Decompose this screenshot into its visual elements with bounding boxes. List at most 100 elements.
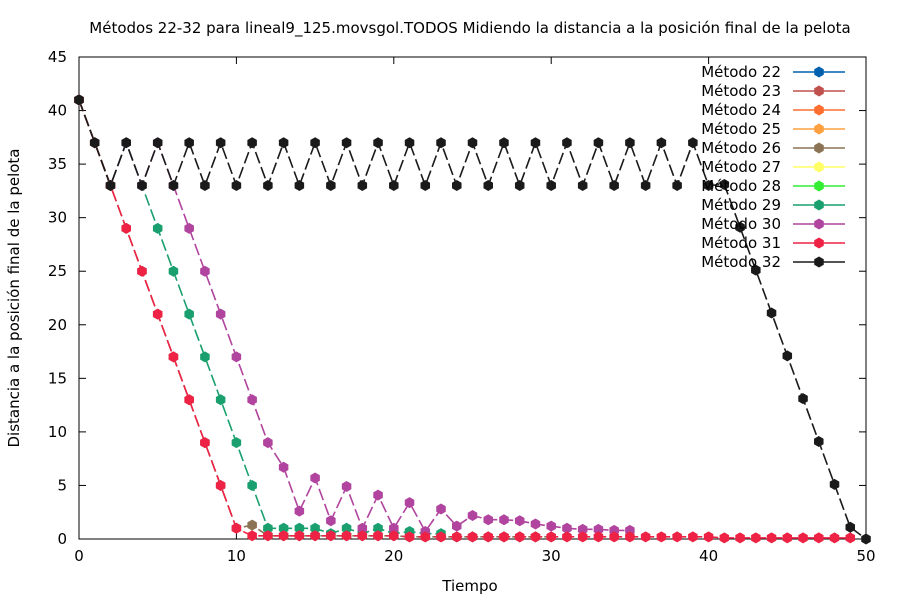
data-point [452,531,462,543]
legend-entry: Método 32 [701,253,845,271]
data-point [829,478,840,490]
y-tick-label: 10 [48,423,67,441]
data-point [467,531,478,543]
legend-entry: Método 25 [701,120,845,138]
data-point [184,137,194,149]
y-tick-label: 20 [48,316,67,334]
data-point [105,180,116,192]
legend-entry: Método 27 [701,158,845,176]
legend-entry: Método 29 [701,196,845,214]
data-point [137,265,147,277]
x-tick-label: 40 [699,547,718,565]
data-point [373,489,383,501]
data-point [735,221,745,233]
data-point [389,180,399,192]
chart-title: Métodos 22-32 para lineal9_125.movsgol.T… [89,19,850,38]
data-point [656,531,667,543]
legend-marker [814,199,824,211]
legend-entry: Método 30 [701,215,845,233]
data-point [341,481,352,493]
data-point [231,180,242,192]
data-point [798,532,808,544]
data-point [247,530,257,542]
series-m-todo-32-points [74,94,871,545]
y-tick-label: 40 [48,102,67,120]
data-point [215,394,226,406]
legend-label: Método 28 [701,177,781,195]
data-point [483,514,493,526]
y-tick-label: 45 [48,48,67,66]
data-point [782,350,793,362]
series-m-todo-31-line [78,99,851,539]
legend-label: Método 24 [701,101,781,119]
legend-marker [814,161,824,173]
data-point [656,137,667,149]
data-point [215,308,226,320]
data-point [310,472,320,484]
series-m-todo-29-points [74,94,446,540]
data-point [703,531,714,543]
legend-label: Método 27 [701,158,781,176]
data-point [577,180,588,192]
data-point [672,531,682,543]
y-tick-label: 35 [48,155,67,173]
legend-label: Método 26 [701,139,781,157]
data-point [640,180,651,192]
data-point [514,531,525,543]
data-point [294,522,305,534]
y-tick-label: 0 [57,530,67,548]
data-point [452,180,462,192]
data-point [215,137,226,149]
data-point [137,180,147,192]
data-point [373,137,383,149]
legend-marker [814,66,824,78]
data-point [814,532,824,544]
legend-entry: Método 23 [701,82,845,100]
data-point [499,531,509,543]
data-point [278,137,289,149]
y-tick-label: 5 [57,476,67,494]
x-axis-label: Tiempo [441,577,497,595]
data-point [152,222,163,234]
y-tick-label: 15 [48,369,67,387]
x-tick-label: 20 [384,547,403,565]
series-m-todo-31-points [74,94,856,544]
data-point [326,180,336,192]
data-point [593,523,604,535]
data-point [168,351,179,363]
data-point [420,531,431,543]
data-point [514,515,525,527]
legend-label: Método 30 [701,215,781,233]
data-point [373,530,383,542]
data-point [326,530,336,542]
data-point [751,532,761,544]
data-point [294,530,305,542]
legend-label: Método 31 [701,234,781,252]
data-point [814,436,824,448]
data-point [562,531,572,543]
data-point [231,522,242,534]
data-point [231,437,242,449]
data-point [829,532,840,544]
data-point [688,137,698,149]
data-point [562,137,572,149]
data-point [341,137,352,149]
legend-label: Método 23 [701,82,781,100]
data-point [530,531,541,543]
data-point [373,522,383,534]
data-point [341,530,352,542]
legend-marker [814,104,824,116]
data-point [766,532,777,544]
x-tick-label: 50 [856,547,875,565]
data-point [231,351,242,363]
data-point [278,461,289,473]
legend-entry: Método 31 [701,234,845,252]
data-point [845,532,856,544]
data-point [404,137,415,149]
y-axis-label: Distancia a la posición final de la pelo… [5,148,23,447]
data-point [247,137,257,149]
data-point [735,532,745,544]
data-point [263,530,273,542]
data-point [263,180,273,192]
